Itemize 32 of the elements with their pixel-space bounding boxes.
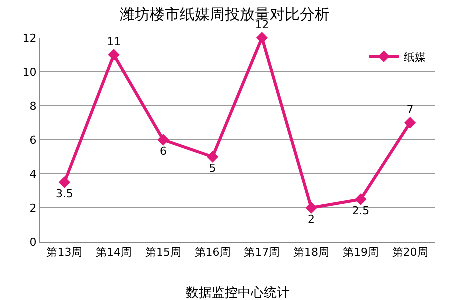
data-label: 5: [209, 162, 216, 175]
point: [58, 176, 71, 188]
point: [158, 134, 170, 146]
data-label: 6: [160, 144, 167, 158]
data-label: 2.5: [352, 204, 370, 218]
x-tick-label: 第20周: [392, 246, 428, 260]
y-tick-label: 10: [22, 66, 37, 79]
data-label: 11: [107, 36, 122, 49]
point: [355, 194, 367, 206]
y-tick-label: 6: [30, 134, 37, 147]
point: [206, 151, 219, 163]
x-tick-label: 第14周: [96, 246, 132, 260]
point: [306, 202, 318, 214]
data-label: 7: [406, 104, 414, 117]
y-tick-label: 8: [30, 100, 37, 113]
y-tick-label: 2: [30, 202, 37, 215]
point: [256, 32, 268, 44]
data-label: 2: [308, 212, 316, 226]
y-tick-label: 0: [30, 236, 37, 249]
x-tick-label: 第17周: [244, 246, 280, 260]
data-label: 3.5: [56, 187, 74, 200]
x-tick-label: 第16周: [194, 246, 231, 260]
x-tick-label: 第19周: [342, 246, 379, 260]
x-tick-label: 第15周: [145, 246, 182, 260]
y-tick-label: 4: [30, 168, 37, 181]
point: [404, 117, 416, 129]
y-tick-label: 12: [22, 32, 37, 45]
x-tick-label: 第18周: [294, 246, 330, 260]
point: [108, 49, 120, 61]
x-tick-label: 第13周: [46, 246, 83, 260]
legend-label: 纸媒: [404, 50, 426, 64]
text: 数据监控中心统计: [186, 285, 290, 300]
